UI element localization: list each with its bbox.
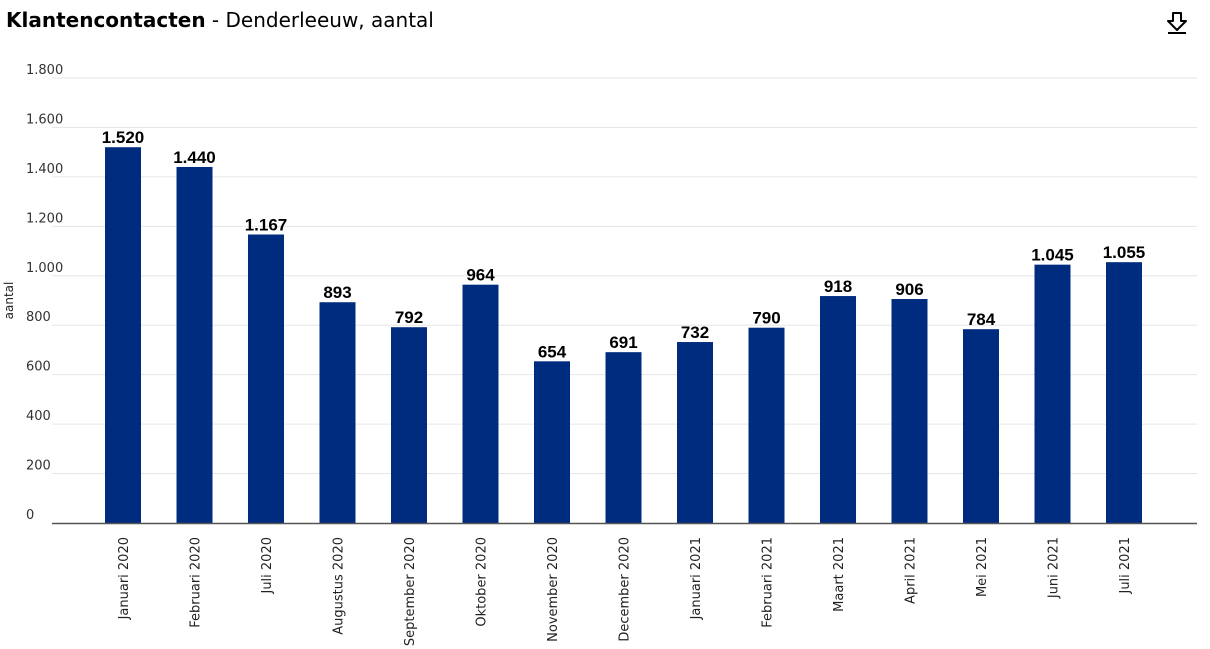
y-tick-label: 1.600 <box>26 112 63 127</box>
x-tick-label: Juli 2020 <box>260 537 275 595</box>
y-tick-label: 400 <box>26 409 51 424</box>
data-label: 691 <box>609 333 637 352</box>
y-axis-ticks: 0 200 400 600 800 1.000 1.200 1.400 1.600 1.800 <box>26 63 63 523</box>
chart-title: Klantencontacten <box>6 8 206 32</box>
bar[interactable] <box>248 234 284 523</box>
y-tick-label: 200 <box>26 459 51 474</box>
y-tick-label: 600 <box>26 360 51 375</box>
y-tick-label: 0 <box>26 508 34 523</box>
x-tick-label: Juni 2021 <box>1047 537 1062 599</box>
download-icon <box>1167 12 1187 34</box>
x-tick-label: September 2020 <box>403 537 418 646</box>
chart-header: Klantencontacten - Denderleeuw, aantal <box>6 8 434 32</box>
y-tick-label: 800 <box>26 310 51 325</box>
data-label: 906 <box>895 280 923 299</box>
bar[interactable] <box>391 327 427 523</box>
data-label: 1.055 <box>1103 243 1146 262</box>
download-button[interactable] <box>1164 10 1190 36</box>
bar[interactable] <box>176 167 213 523</box>
x-tick-label: Januari 2021 <box>689 537 704 620</box>
data-label: 732 <box>681 323 709 342</box>
data-label: 918 <box>824 277 852 296</box>
x-tick-label: Juli 2021 <box>1118 537 1133 595</box>
data-label: 654 <box>538 342 567 361</box>
data-label: 964 <box>466 266 495 285</box>
data-label: 1.167 <box>245 215 288 234</box>
data-label: 1.045 <box>1031 246 1074 265</box>
y-axis-label: aantal <box>2 282 16 320</box>
bar[interactable] <box>820 296 856 523</box>
grid-lines <box>52 77 1197 475</box>
data-label: 790 <box>752 309 780 328</box>
x-tick-label: Mei 2021 <box>975 537 990 597</box>
bar[interactable] <box>748 327 785 523</box>
bar[interactable] <box>319 302 356 523</box>
y-tick-label: 1.000 <box>26 261 63 276</box>
x-tick-label: Februari 2020 <box>189 537 204 628</box>
y-tick-label: 1.200 <box>26 211 63 226</box>
x-tick-label: Maart 2021 <box>832 537 847 612</box>
x-tick-label: December 2020 <box>618 537 633 642</box>
bar[interactable] <box>1034 264 1071 523</box>
data-label: 1.520 <box>102 128 145 147</box>
data-label: 1.440 <box>173 148 216 167</box>
bar[interactable] <box>891 299 928 523</box>
bar[interactable] <box>963 329 999 523</box>
bar[interactable] <box>105 147 141 523</box>
bar[interactable] <box>462 284 499 523</box>
x-tick-label: Februari 2021 <box>761 537 776 628</box>
bars <box>105 147 1142 523</box>
x-tick-label: Oktober 2020 <box>475 537 490 627</box>
x-tick-label: November 2020 <box>546 537 561 642</box>
x-axis-ticks: Januari 2020 Februari 2020 Juli 2020 August… <box>117 537 1133 646</box>
chart-subtitle: - Denderleeuw, aantal <box>205 8 434 32</box>
x-tick-label: April 2021 <box>904 537 919 604</box>
y-tick-label: 1.800 <box>26 63 63 78</box>
data-labels: 1.520 1.440 1.167 893 792 964 654 691 732 790 918 9… <box>102 128 1146 361</box>
bar[interactable] <box>605 352 642 523</box>
bar[interactable] <box>534 361 570 523</box>
x-tick-label: Augustus 2020 <box>332 537 347 635</box>
data-label: 784 <box>967 310 996 329</box>
y-tick-label: 1.400 <box>26 162 63 177</box>
bar[interactable] <box>1106 262 1142 523</box>
data-label: 893 <box>323 283 351 302</box>
bar[interactable] <box>677 342 713 523</box>
x-tick-label: Januari 2020 <box>117 537 132 620</box>
data-label: 792 <box>395 308 423 327</box>
